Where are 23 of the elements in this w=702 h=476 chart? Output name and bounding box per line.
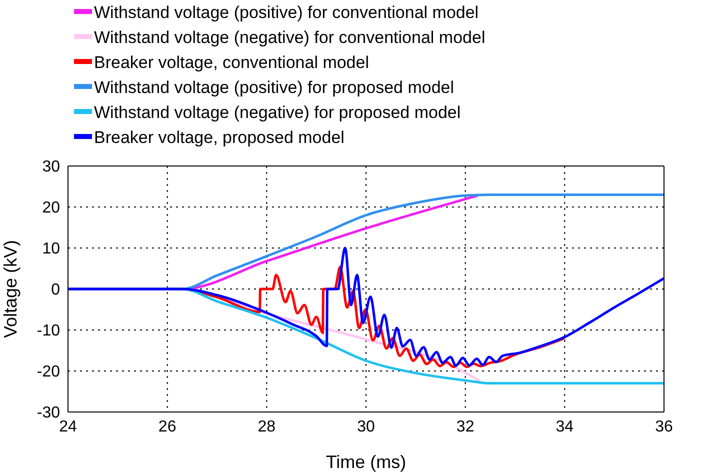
x-axis-title: Time (ms) <box>326 452 406 472</box>
legend-label: Withstand voltage (negative) for conventional model <box>94 28 486 48</box>
x-tick-label: 34 <box>556 418 574 436</box>
x-tick-label: 24 <box>59 418 77 436</box>
y-tick-label: -10 <box>36 322 60 340</box>
x-tick-label: 28 <box>258 418 276 436</box>
legend-label: Withstand voltage (positive) for conventional model <box>94 2 479 22</box>
y-tick-label: 20 <box>42 200 60 217</box>
y-tick-label: 30 <box>42 158 60 176</box>
y-tick-label: 10 <box>42 240 60 258</box>
x-tick-label: 30 <box>357 418 375 436</box>
x-tick-label: 32 <box>456 418 474 436</box>
legend-label: Withstand voltage (negative) for proposed model <box>94 102 461 122</box>
legend-label: Breaker voltage, conventional model <box>94 52 369 72</box>
y-tick-label: -30 <box>36 404 60 422</box>
y-tick-label: -20 <box>36 364 60 381</box>
x-tick-label: 26 <box>158 418 176 436</box>
x-tick-label: 36 <box>655 418 673 436</box>
legend-label: Withstand voltage (positive) for proposed model <box>94 78 454 98</box>
y-tick-label: 0 <box>51 282 60 299</box>
legend-label: Breaker voltage, proposed model <box>94 128 344 148</box>
y-axis-title: Voltage (kV) <box>0 240 20 338</box>
line-series <box>68 246 664 367</box>
